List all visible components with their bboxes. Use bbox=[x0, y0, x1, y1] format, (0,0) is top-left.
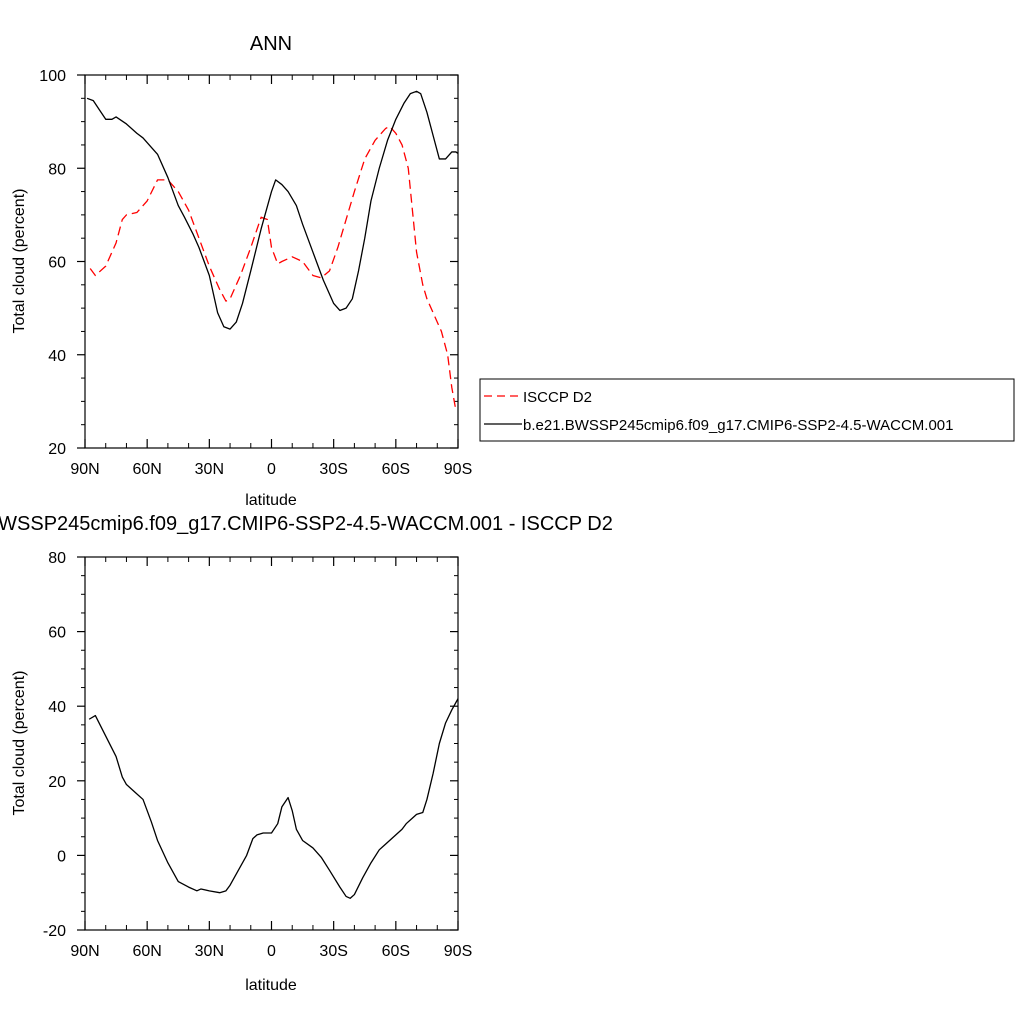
y-tick-label: 80 bbox=[48, 550, 66, 567]
series-line-0 bbox=[89, 125, 457, 411]
x-tick-label: 60S bbox=[382, 461, 410, 478]
plot-lines bbox=[88, 695, 458, 899]
plot-frame bbox=[84, 74, 459, 449]
y-tick-label: 60 bbox=[48, 255, 66, 272]
x-tick-label: 60N bbox=[132, 461, 161, 478]
x-axis-label: latitude bbox=[245, 977, 297, 994]
x-tick-label: 90S bbox=[444, 461, 472, 478]
axes: 90N 60N 30N 0 30S 60S 90S -20 0 20 40 60 80 bbox=[43, 550, 472, 960]
x-tick-label: 0 bbox=[267, 461, 276, 478]
legend-box bbox=[479, 378, 1015, 442]
plot-frame bbox=[84, 556, 459, 931]
y-axis-label: Total cloud (percent) bbox=[11, 189, 28, 334]
x-tick-label: 90S bbox=[444, 943, 472, 960]
y-tick-label: -20 bbox=[43, 923, 66, 940]
x-tick-label: 90N bbox=[70, 461, 99, 478]
y-tick-label: 20 bbox=[48, 441, 66, 458]
y-tick-label: 20 bbox=[48, 774, 66, 791]
panel-difference: b.e21.BWSSP245cmip6.f09_g17.CMIP6-SSP2-4… bbox=[0, 513, 613, 994]
chart-title: b.e21.BWSSP245cmip6.f09_g17.CMIP6-SSP2-4… bbox=[0, 513, 613, 535]
legend-label-isccp: ISCCP D2 bbox=[523, 389, 592, 406]
x-tick-label: 90N bbox=[70, 943, 99, 960]
plot-lines bbox=[86, 90, 458, 411]
x-tick-label: 60N bbox=[132, 943, 161, 960]
y-tick-label: 80 bbox=[48, 161, 66, 178]
x-tick-label: 30S bbox=[319, 461, 347, 478]
x-tick-label: 0 bbox=[267, 943, 276, 960]
legend-label-model: b.e21.BWSSP245cmip6.f09_g17.CMIP6-SSP2-4… bbox=[523, 417, 953, 434]
series-line-0 bbox=[88, 695, 458, 899]
panel-annual-total-cloud: ANN 90N 60N 30N 0 30S 60S 90S 20 40 60 80 100 latit… bbox=[11, 33, 1015, 509]
y-tick-label: 100 bbox=[39, 68, 66, 85]
y-tick-label: 40 bbox=[48, 699, 66, 716]
legend: ISCCP D2 b.e21.BWSSP245cmip6.f09_g17.CMI… bbox=[479, 378, 1015, 442]
y-tick-label: 0 bbox=[57, 848, 66, 865]
y-tick-label: 60 bbox=[48, 625, 66, 642]
series-line-1 bbox=[86, 90, 458, 330]
x-tick-label: 60S bbox=[382, 943, 410, 960]
x-tick-label: 30N bbox=[195, 943, 224, 960]
x-tick-label: 30N bbox=[195, 461, 224, 478]
x-tick-label: 30S bbox=[319, 943, 347, 960]
x-axis-label: latitude bbox=[245, 492, 297, 509]
y-tick-label: 40 bbox=[48, 348, 66, 365]
y-axis-label: Total cloud (percent) bbox=[11, 671, 28, 816]
chart-title: ANN bbox=[250, 33, 292, 55]
axes: 90N 60N 30N 0 30S 60S 90S 20 40 60 80 100 bbox=[39, 68, 472, 478]
